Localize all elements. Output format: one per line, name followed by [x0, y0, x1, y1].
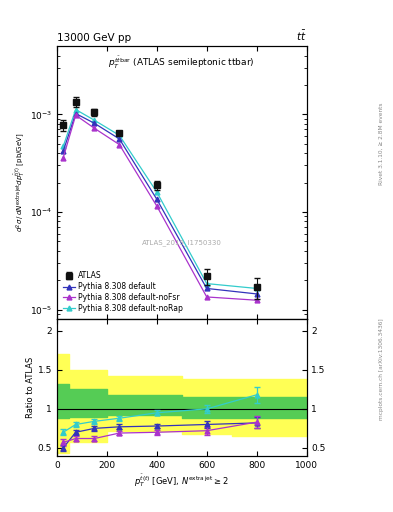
- Pythia 8.308 default-noRap: [254, 285, 259, 291]
- Pythia 8.308 default: [154, 196, 159, 202]
- Pythia 8.308 default-noRap: [73, 106, 78, 113]
- Y-axis label: $d^2\sigma\,/\,dN^{\mathrm{extra\,jet}}dp_T^{\bar{t}(t)}$ [pb/GeV]: $d^2\sigma\,/\,dN^{\mathrm{extra\,jet}}d…: [12, 133, 27, 232]
- Text: $t\bar{t}$: $t\bar{t}$: [296, 28, 307, 42]
- Pythia 8.308 default-noRap: [204, 281, 209, 287]
- Pythia 8.308 default: [254, 291, 259, 297]
- Y-axis label: Ratio to ATLAS: Ratio to ATLAS: [26, 357, 35, 418]
- Pythia 8.308 default-noRap: [92, 117, 97, 123]
- X-axis label: $p_T^{\bar{t}(t)}$ [GeV], $N^{\mathrm{extra\,jet}} \geq 2$: $p_T^{\bar{t}(t)}$ [GeV], $N^{\mathrm{ex…: [134, 472, 229, 489]
- Line: Pythia 8.308 default-noFsr: Pythia 8.308 default-noFsr: [61, 113, 259, 303]
- Pythia 8.308 default-noFsr: [117, 141, 122, 147]
- Pythia 8.308 default-noRap: [117, 132, 122, 138]
- Text: 13000 GeV pp: 13000 GeV pp: [57, 33, 131, 42]
- Line: Pythia 8.308 default: Pythia 8.308 default: [61, 111, 259, 296]
- Pythia 8.308 default-noRap: [61, 143, 66, 150]
- Text: $p_T^{t\bar{t}\mathrm{bar}}$ (ATLAS semileptonic ttbar): $p_T^{t\bar{t}\mathrm{bar}}$ (ATLAS semi…: [108, 54, 255, 71]
- Pythia 8.308 default-noFsr: [204, 294, 209, 300]
- Text: ATLAS_2019_I1750330: ATLAS_2019_I1750330: [142, 239, 222, 246]
- Pythia 8.308 default: [117, 136, 122, 142]
- Pythia 8.308 default-noFsr: [154, 203, 159, 209]
- Text: mcplots.cern.ch [arXiv:1306.3436]: mcplots.cern.ch [arXiv:1306.3436]: [379, 318, 384, 419]
- Legend: ATLAS, Pythia 8.308 default, Pythia 8.308 default-noFsr, Pythia 8.308 default-no: ATLAS, Pythia 8.308 default, Pythia 8.30…: [61, 269, 185, 315]
- Line: Pythia 8.308 default-noRap: Pythia 8.308 default-noRap: [61, 107, 259, 291]
- Pythia 8.308 default-noFsr: [92, 125, 97, 132]
- Pythia 8.308 default-noRap: [154, 189, 159, 195]
- Text: Rivet 3.1.10, ≥ 2.8M events: Rivet 3.1.10, ≥ 2.8M events: [379, 102, 384, 185]
- Pythia 8.308 default-noFsr: [254, 297, 259, 303]
- Pythia 8.308 default-noFsr: [73, 112, 78, 118]
- Pythia 8.308 default-noFsr: [61, 155, 66, 161]
- Pythia 8.308 default: [73, 111, 78, 117]
- Pythia 8.308 default: [92, 120, 97, 126]
- Pythia 8.308 default: [204, 285, 209, 291]
- Pythia 8.308 default: [61, 148, 66, 154]
